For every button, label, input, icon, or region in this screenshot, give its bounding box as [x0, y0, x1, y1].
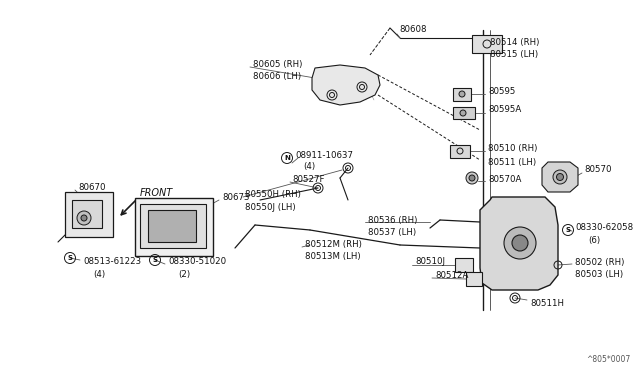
Bar [453, 88, 471, 101]
Circle shape [469, 175, 475, 181]
Text: 80550J (LH): 80550J (LH) [245, 202, 296, 212]
Bar [72, 200, 102, 228]
Text: 80605 (RH): 80605 (RH) [253, 60, 302, 68]
Bar [65, 192, 113, 237]
Bar [140, 204, 206, 248]
Text: 80511 (LH): 80511 (LH) [488, 157, 536, 167]
Text: 80510J: 80510J [415, 257, 445, 266]
Polygon shape [542, 162, 578, 192]
Text: 80502 (RH): 80502 (RH) [575, 257, 625, 266]
Text: 80595: 80595 [488, 87, 515, 96]
Text: 08911-10637: 08911-10637 [295, 151, 353, 160]
Circle shape [504, 227, 536, 259]
Text: 80670: 80670 [78, 183, 106, 192]
Text: (6): (6) [588, 235, 600, 244]
Text: 80512M (RH): 80512M (RH) [305, 241, 362, 250]
Text: 08330-62058: 08330-62058 [575, 224, 633, 232]
Text: 80512A: 80512A [435, 270, 468, 279]
Circle shape [466, 172, 478, 184]
Bar [472, 35, 502, 53]
Circle shape [77, 211, 91, 225]
Bar [450, 145, 470, 158]
Bar [148, 210, 196, 242]
Text: FRONT: FRONT [140, 188, 173, 198]
Text: 80608: 80608 [399, 26, 426, 35]
Bar [466, 272, 482, 286]
Text: 80606 (LH): 80606 (LH) [253, 71, 301, 80]
Text: 80550H (RH): 80550H (RH) [245, 190, 301, 199]
Circle shape [81, 215, 87, 221]
Text: 80503 (LH): 80503 (LH) [575, 269, 623, 279]
Text: 08513-61223: 08513-61223 [83, 257, 141, 266]
Text: 80537 (LH): 80537 (LH) [368, 228, 416, 237]
Bar [455, 258, 473, 272]
Text: N: N [284, 155, 290, 161]
Bar [453, 107, 475, 119]
Text: 80527F: 80527F [292, 176, 324, 185]
Text: (2): (2) [178, 269, 190, 279]
Text: 08330-51020: 08330-51020 [168, 257, 226, 266]
Bar [135, 198, 213, 256]
Text: (4): (4) [93, 269, 105, 279]
Text: S: S [67, 255, 72, 261]
Text: (4): (4) [303, 163, 315, 171]
Circle shape [557, 173, 563, 180]
Text: 80511H: 80511H [530, 298, 564, 308]
Polygon shape [312, 65, 380, 105]
Text: ^805*0007: ^805*0007 [586, 355, 630, 364]
Text: 80510 (RH): 80510 (RH) [488, 144, 538, 153]
Text: 80514 (RH): 80514 (RH) [490, 38, 540, 46]
Text: 80513M (LH): 80513M (LH) [305, 253, 360, 262]
Circle shape [553, 170, 567, 184]
Text: 80536 (RH): 80536 (RH) [368, 215, 417, 224]
Text: 80515 (LH): 80515 (LH) [490, 49, 538, 58]
Circle shape [460, 110, 466, 116]
Circle shape [459, 91, 465, 97]
Text: 80595A: 80595A [488, 106, 521, 115]
Text: 80570A: 80570A [488, 176, 522, 185]
Text: S: S [152, 257, 157, 263]
Text: 80570: 80570 [584, 166, 611, 174]
Text: S: S [566, 227, 570, 233]
Text: 80673: 80673 [222, 192, 250, 202]
Circle shape [512, 235, 528, 251]
Polygon shape [480, 197, 558, 290]
